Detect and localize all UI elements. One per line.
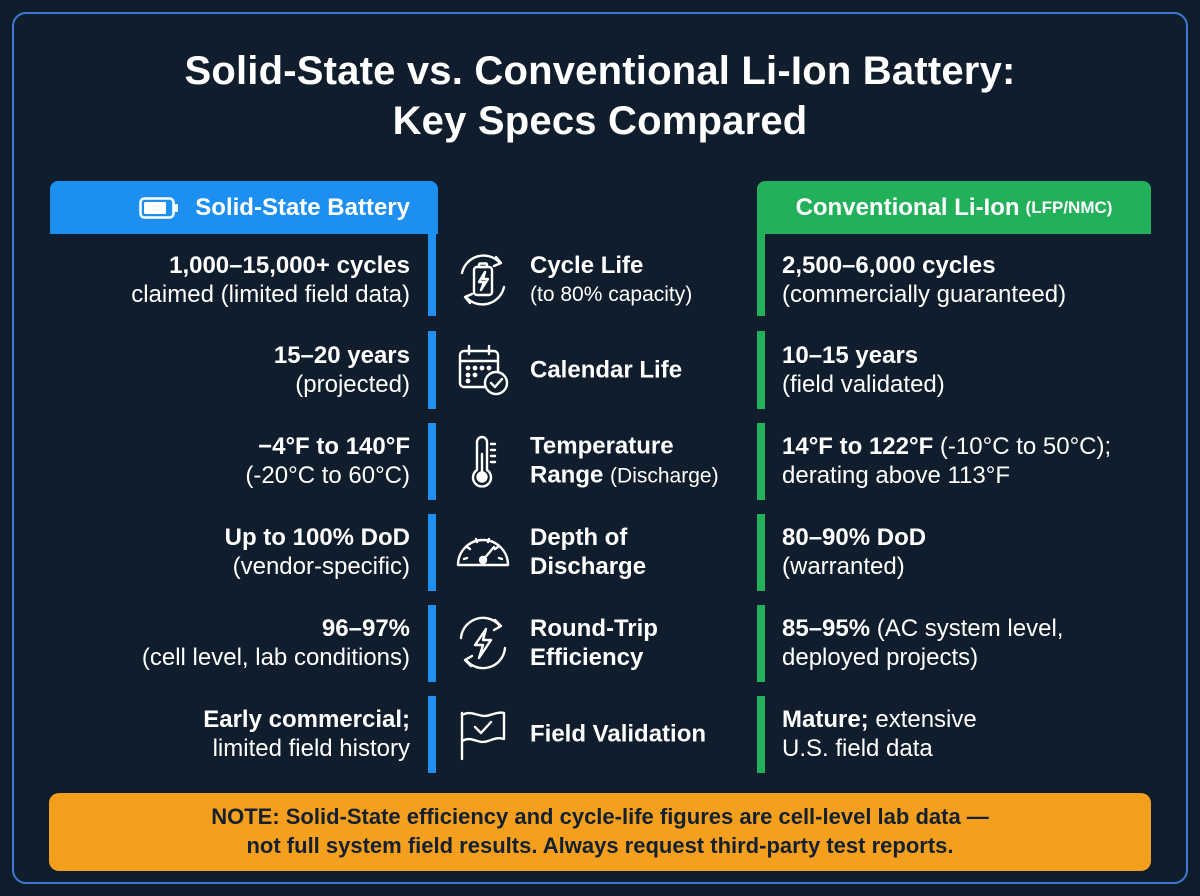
- metric-qualifier: (Discharge): [610, 464, 719, 488]
- metric-name: Temperature: [530, 432, 674, 460]
- solid-state-cycle-life: 1,000–15,000+ cycles claimed (limited fi…: [40, 251, 410, 309]
- value-line: Mature;: [782, 706, 869, 733]
- value-detail: extensive: [875, 706, 977, 733]
- row-field-validation: Early commercial; limited field history …: [0, 694, 1200, 774]
- right-accent-bar: [757, 605, 765, 682]
- disclaimer-note: NOTE: Solid-State efficiency and cycle-l…: [49, 793, 1151, 871]
- row-depth-of-discharge: Up to 100% DoD (vendor-specific) Depth o…: [0, 512, 1200, 592]
- solid-state-depth-of-discharge: Up to 100% DoD (vendor-specific): [40, 523, 410, 581]
- detail-line: (cell level, lab conditions): [141, 644, 410, 671]
- note-line-1: NOTE: Solid-State efficiency and cycle-l…: [211, 804, 989, 829]
- note-line-2: not full system field results. Always re…: [246, 833, 954, 858]
- metric-name: Depth of: [530, 524, 628, 551]
- conventional-depth-of-discharge: 80–90% DoD (warranted): [782, 523, 1182, 581]
- infographic-frame: [12, 12, 1188, 884]
- row-temperature-range: −4°F to 140°F (-20°C to 60°C) Temperatur…: [0, 421, 1200, 501]
- page-title: Solid-State vs. Conventional Li-Ion Batt…: [0, 46, 1200, 146]
- metric-name: Cycle Life: [530, 252, 644, 279]
- left-accent-bar: [428, 423, 436, 500]
- conventional-temperature-range: 14°F to 122°F (-10°C to 50°C); derating …: [782, 432, 1182, 490]
- value-line: 10–15 years: [782, 342, 919, 369]
- value-line: 80–90% DoD: [782, 524, 927, 551]
- metric-name: Calendar Life: [530, 356, 683, 384]
- detail-line: (commercially guaranteed): [782, 281, 1067, 308]
- detail-line: derating above 113°F: [782, 462, 1010, 489]
- battery-icon: [139, 196, 179, 219]
- solid-state-field-validation: Early commercial; limited field history: [40, 705, 410, 763]
- metric-calendar-life: Calendar Life: [530, 356, 755, 385]
- metric-name: Field Validation: [530, 720, 707, 748]
- solid-state-temperature-range: −4°F to 140°F (-20°C to 60°C): [40, 432, 410, 490]
- left-accent-bar: [428, 234, 436, 316]
- lightning-cycle-icon: [452, 612, 514, 674]
- detail-line: deployed projects): [782, 644, 979, 671]
- metric-name-cont: Efficiency: [530, 644, 644, 671]
- conventional-calendar-life: 10–15 years (field validated): [782, 341, 1182, 399]
- metric-field-validation: Field Validation: [530, 720, 755, 749]
- conventional-header-label: Conventional Li-Ion: [795, 193, 1020, 221]
- detail-line: U.S. field data: [782, 735, 933, 762]
- value-line: −4°F to 140°F: [258, 433, 410, 460]
- metric-name: Round-Trip: [530, 615, 658, 642]
- value-detail: (-10°C to 50°C);: [939, 433, 1112, 460]
- detail-line: claimed (limited field data): [131, 281, 410, 308]
- metric-cycle-life: Cycle Life (to 80% capacity): [530, 251, 755, 309]
- row-calendar-life: 15–20 years (projected) Calendar Life 10…: [0, 330, 1200, 410]
- gauge-icon: [452, 521, 514, 583]
- value-line: Up to 100% DoD: [224, 524, 410, 551]
- metric-name-cont: Range: [530, 461, 604, 489]
- thermometer-icon: [452, 430, 514, 492]
- cycle-battery-icon: [452, 249, 514, 311]
- right-accent-bar: [757, 514, 765, 591]
- value-line: 96–97%: [321, 615, 410, 642]
- conventional-header: Conventional Li-Ion (LFP/NMC): [757, 181, 1151, 234]
- row-round-trip-efficiency: 96–97% (cell level, lab conditions) Roun…: [0, 603, 1200, 683]
- row-cycle-life: 1,000–15,000+ cycles claimed (limited fi…: [0, 240, 1200, 320]
- left-accent-bar: [428, 605, 436, 682]
- detail-line: limited field history: [212, 735, 410, 762]
- metric-temperature-range: Temperature Range (Discharge): [530, 432, 755, 491]
- metric-round-trip-efficiency: Round-Trip Efficiency: [530, 614, 755, 672]
- solid-state-header-label: Solid-State Battery: [195, 193, 410, 221]
- detail-line: (-20°C to 60°C): [245, 462, 410, 489]
- value-line: 14°F to 122°F: [782, 433, 934, 460]
- title-line-2: Key Specs Compared: [392, 99, 808, 143]
- solid-state-round-trip-efficiency: 96–97% (cell level, lab conditions): [40, 614, 410, 672]
- solid-state-calendar-life: 15–20 years (projected): [40, 341, 410, 399]
- value-line: Early commercial;: [203, 706, 410, 733]
- right-accent-bar: [757, 423, 765, 500]
- right-accent-bar: [757, 331, 765, 409]
- calendar-check-icon: [452, 339, 514, 401]
- value-line: 15–20 years: [273, 342, 410, 369]
- detail-line: (warranted): [782, 553, 905, 580]
- left-accent-bar: [428, 514, 436, 591]
- metric-qualifier: (to 80% capacity): [530, 283, 693, 306]
- value-detail: (AC system level,: [876, 615, 1064, 642]
- left-accent-bar: [428, 696, 436, 773]
- conventional-header-sub: (LFP/NMC): [1025, 197, 1113, 217]
- metric-depth-of-discharge: Depth of Discharge: [530, 523, 755, 581]
- detail-line: (projected): [295, 371, 410, 398]
- value-line: 85–95%: [782, 615, 871, 642]
- detail-line: (field validated): [782, 371, 945, 398]
- solid-state-header: Solid-State Battery: [50, 181, 438, 234]
- conventional-round-trip-efficiency: 85–95% (AC system level, deployed projec…: [782, 614, 1182, 672]
- title-line-1: Solid-State vs. Conventional Li-Ion Batt…: [184, 49, 1016, 93]
- detail-line: (vendor-specific): [232, 553, 410, 580]
- right-accent-bar: [757, 234, 765, 316]
- left-accent-bar: [428, 331, 436, 409]
- flag-check-icon: [452, 703, 514, 765]
- conventional-field-validation: Mature; extensive U.S. field data: [782, 705, 1182, 763]
- value-line: 1,000–15,000+ cycles: [169, 252, 410, 279]
- value-line: 2,500–6,000 cycles: [782, 252, 996, 279]
- conventional-cycle-life: 2,500–6,000 cycles (commercially guarant…: [782, 251, 1182, 309]
- right-accent-bar: [757, 696, 765, 773]
- metric-name-cont: Discharge: [530, 553, 647, 580]
